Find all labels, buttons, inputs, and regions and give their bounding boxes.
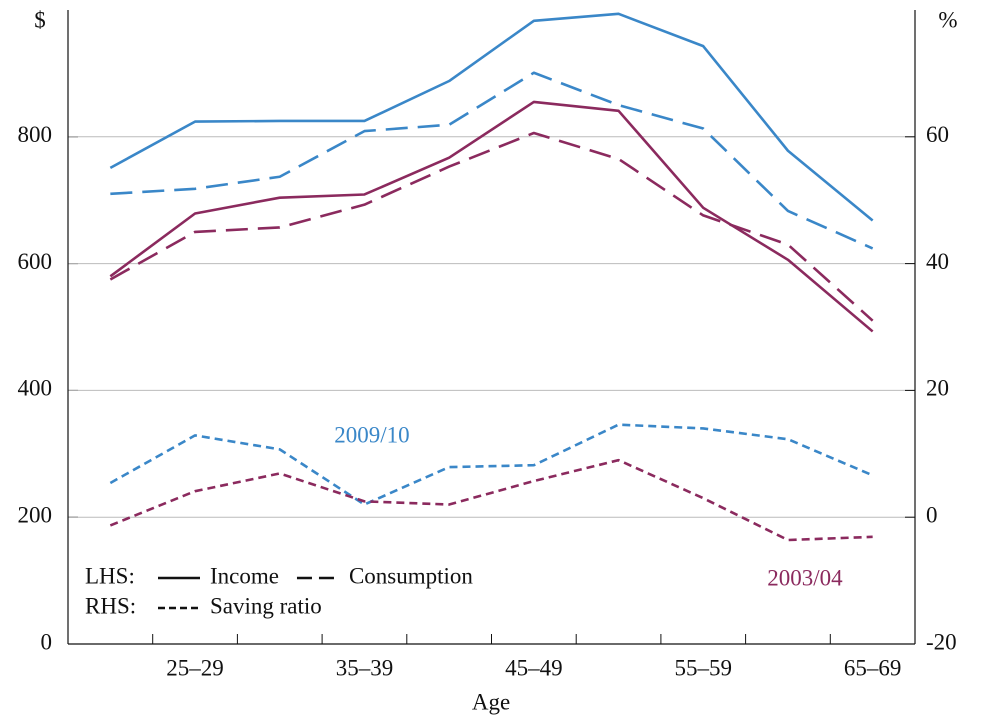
- legend-row-label: RHS:: [85, 593, 136, 618]
- legend-row-label: LHS:: [85, 563, 135, 588]
- y2-tick-label: 40: [926, 249, 949, 274]
- y-unit: $: [34, 7, 46, 32]
- series-line: [109, 131, 874, 322]
- y-tick-label: 0: [41, 629, 53, 654]
- x-tick-label: 65–69: [844, 655, 902, 680]
- y-tick-label: 800: [18, 122, 53, 147]
- y2-unit: %: [938, 7, 957, 32]
- y2-tick-label: -20: [926, 629, 957, 654]
- y-tick-label: 600: [18, 249, 53, 274]
- series-line: [110, 71, 874, 250]
- legend-item: Consumption: [349, 563, 473, 588]
- y2-tick-label: 0: [926, 502, 938, 527]
- annotation: 2009/10: [334, 422, 409, 447]
- y-tick-label: 200: [18, 502, 53, 527]
- legend-item: Saving ratio: [210, 593, 322, 618]
- x-axis-label: Age: [472, 689, 510, 714]
- annotation: 2003/04: [767, 565, 843, 590]
- legend-item: Income: [210, 563, 279, 588]
- y-tick-label: 400: [18, 376, 53, 401]
- x-tick-label: 25–29: [166, 655, 224, 680]
- y2-tick-label: 20: [926, 376, 949, 401]
- x-tick-label: 45–49: [505, 655, 563, 680]
- series-line: [109, 423, 874, 506]
- x-tick-label: 55–59: [675, 655, 733, 680]
- series-line: [109, 12, 874, 222]
- y2-tick-label: 60: [926, 122, 949, 147]
- series-line: [109, 100, 874, 333]
- series-line: [109, 458, 873, 542]
- x-tick-label: 35–39: [336, 655, 394, 680]
